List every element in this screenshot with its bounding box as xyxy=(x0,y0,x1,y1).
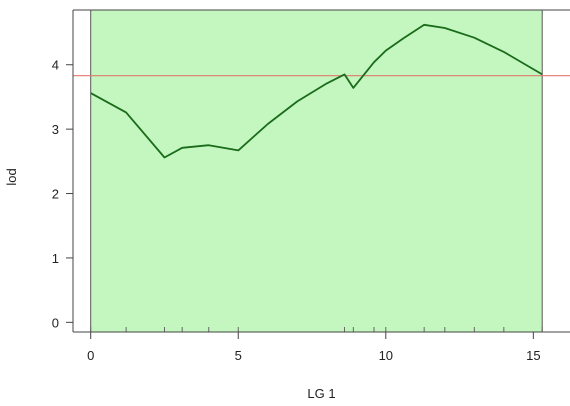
y-tick-label-4: 4 xyxy=(52,58,59,73)
x-tick-label-0: 0 xyxy=(87,348,94,363)
x-axis-title: LG 1 xyxy=(307,386,335,401)
y-tick-label-2: 2 xyxy=(52,187,59,202)
y-tick-label-1: 1 xyxy=(52,251,59,266)
x-tick-label-2: 10 xyxy=(379,348,393,363)
x-axis: 0 5 10 15 xyxy=(87,332,540,363)
y-tick-label-3: 3 xyxy=(52,122,59,137)
linkage-group-region xyxy=(91,10,542,332)
y-tick-label-0: 0 xyxy=(52,315,59,330)
x-tick-label-1: 5 xyxy=(235,348,242,363)
plot-area xyxy=(73,10,570,332)
x-tick-label-3: 15 xyxy=(526,348,540,363)
y-axis: 0 1 2 3 4 xyxy=(52,10,73,332)
y-axis-title: lod xyxy=(4,168,19,185)
